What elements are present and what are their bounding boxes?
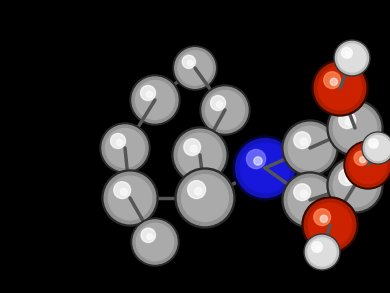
Circle shape <box>345 175 353 183</box>
Circle shape <box>182 55 195 69</box>
Circle shape <box>308 238 336 266</box>
Circle shape <box>302 197 358 253</box>
Circle shape <box>304 234 340 270</box>
Circle shape <box>294 184 310 201</box>
Circle shape <box>314 209 331 226</box>
Circle shape <box>282 172 338 228</box>
Circle shape <box>329 102 381 154</box>
Circle shape <box>308 203 352 247</box>
Circle shape <box>136 223 174 261</box>
Circle shape <box>288 178 332 222</box>
Circle shape <box>345 118 353 125</box>
Circle shape <box>147 234 153 240</box>
Circle shape <box>173 46 217 90</box>
Circle shape <box>178 133 222 177</box>
Circle shape <box>349 146 387 184</box>
Circle shape <box>365 136 390 161</box>
Circle shape <box>304 199 356 251</box>
Circle shape <box>329 159 381 211</box>
Circle shape <box>130 75 180 125</box>
Circle shape <box>254 157 262 165</box>
Circle shape <box>190 145 197 152</box>
Circle shape <box>188 180 206 199</box>
Circle shape <box>177 171 232 226</box>
Circle shape <box>216 101 223 108</box>
Circle shape <box>133 220 177 264</box>
Circle shape <box>172 127 228 183</box>
Circle shape <box>132 77 178 123</box>
Circle shape <box>324 72 340 88</box>
Circle shape <box>131 218 179 266</box>
Circle shape <box>175 48 215 88</box>
Circle shape <box>354 151 369 166</box>
Circle shape <box>135 81 174 120</box>
Circle shape <box>314 62 366 114</box>
Circle shape <box>316 246 320 251</box>
Circle shape <box>233 136 297 200</box>
Circle shape <box>102 170 158 226</box>
Circle shape <box>342 47 352 58</box>
Circle shape <box>320 215 328 222</box>
Circle shape <box>335 41 369 74</box>
Circle shape <box>106 129 145 168</box>
Circle shape <box>305 236 339 269</box>
Circle shape <box>369 139 378 148</box>
Circle shape <box>288 126 332 170</box>
Circle shape <box>362 132 390 164</box>
Circle shape <box>284 122 336 174</box>
Circle shape <box>312 60 368 116</box>
Circle shape <box>116 139 123 146</box>
Circle shape <box>334 40 370 76</box>
Circle shape <box>294 132 310 149</box>
Circle shape <box>300 190 307 197</box>
Circle shape <box>141 228 156 243</box>
Circle shape <box>246 149 266 169</box>
Circle shape <box>346 52 350 56</box>
Circle shape <box>200 85 250 135</box>
Circle shape <box>333 106 377 150</box>
Circle shape <box>333 163 377 207</box>
Circle shape <box>104 172 156 224</box>
Circle shape <box>236 139 294 197</box>
Circle shape <box>187 60 193 66</box>
Circle shape <box>300 138 307 146</box>
Circle shape <box>338 44 366 72</box>
Circle shape <box>206 91 245 130</box>
Circle shape <box>182 175 229 222</box>
Circle shape <box>114 182 131 199</box>
Circle shape <box>318 66 362 110</box>
Circle shape <box>120 188 128 195</box>
Circle shape <box>178 51 212 85</box>
Circle shape <box>202 87 248 133</box>
Circle shape <box>344 141 390 189</box>
Circle shape <box>312 241 323 252</box>
Circle shape <box>339 169 356 185</box>
Circle shape <box>195 188 202 195</box>
Circle shape <box>175 168 235 228</box>
Circle shape <box>146 91 153 98</box>
Circle shape <box>100 123 150 173</box>
Circle shape <box>327 100 383 156</box>
Circle shape <box>363 133 390 163</box>
Circle shape <box>184 139 200 156</box>
Circle shape <box>372 142 377 146</box>
Circle shape <box>110 134 126 149</box>
Circle shape <box>240 143 290 193</box>
Circle shape <box>339 112 356 129</box>
Circle shape <box>174 129 226 181</box>
Circle shape <box>284 174 336 226</box>
Circle shape <box>102 125 148 171</box>
Circle shape <box>330 78 337 86</box>
Circle shape <box>211 96 225 110</box>
Circle shape <box>346 143 390 187</box>
Circle shape <box>360 156 366 163</box>
Circle shape <box>327 157 383 213</box>
Circle shape <box>108 176 152 220</box>
Circle shape <box>282 120 338 176</box>
Circle shape <box>140 86 156 100</box>
